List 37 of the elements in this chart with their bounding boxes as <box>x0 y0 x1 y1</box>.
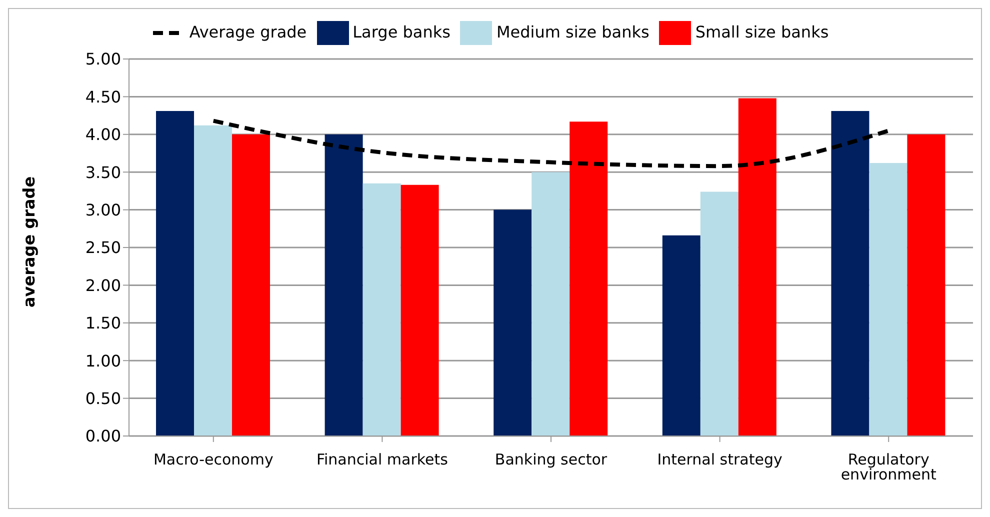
bar <box>194 125 232 436</box>
y-tick-label: 0.50 <box>85 388 121 408</box>
x-tick-label: Financial markets <box>316 450 448 469</box>
y-axis-title: average grade <box>20 176 39 308</box>
bar <box>907 134 946 436</box>
x-tick-label: Banking sector <box>494 450 608 469</box>
legend-label: Average grade <box>189 22 307 42</box>
bar <box>324 134 363 436</box>
legend-label: Medium size banks <box>496 22 650 42</box>
y-tick-label: 1.50 <box>85 314 121 333</box>
bar <box>662 235 700 436</box>
bar <box>494 210 532 436</box>
bar <box>362 183 401 436</box>
y-tick-label: 3.50 <box>85 162 121 182</box>
y-tick-label: 5.00 <box>85 50 121 69</box>
bar <box>700 192 738 436</box>
bar <box>869 163 908 436</box>
y-tick-label: 3.00 <box>85 200 121 220</box>
x-tick-label: Macro-economy <box>153 450 274 469</box>
y-tick-label: 2.50 <box>85 238 121 258</box>
bar <box>570 122 608 436</box>
y-tick-label: 4.00 <box>85 125 121 144</box>
x-tick-label: Internal strategy <box>657 450 782 469</box>
bar <box>831 111 870 436</box>
bar <box>156 111 194 436</box>
bar <box>232 134 270 436</box>
legend-label: Small size banks <box>695 22 829 42</box>
y-tick-label: 1.00 <box>85 351 121 370</box>
legend-label: Large banks <box>352 22 450 42</box>
y-tick-label: 4.50 <box>85 87 121 106</box>
x-tick-label: Regulatory environment <box>840 450 936 484</box>
line-series <box>211 118 891 168</box>
bar <box>738 98 776 436</box>
bar <box>400 184 439 436</box>
bar <box>532 172 570 436</box>
y-tick-label: 0.00 <box>85 426 121 446</box>
y-tick-label: 2.00 <box>85 276 121 295</box>
